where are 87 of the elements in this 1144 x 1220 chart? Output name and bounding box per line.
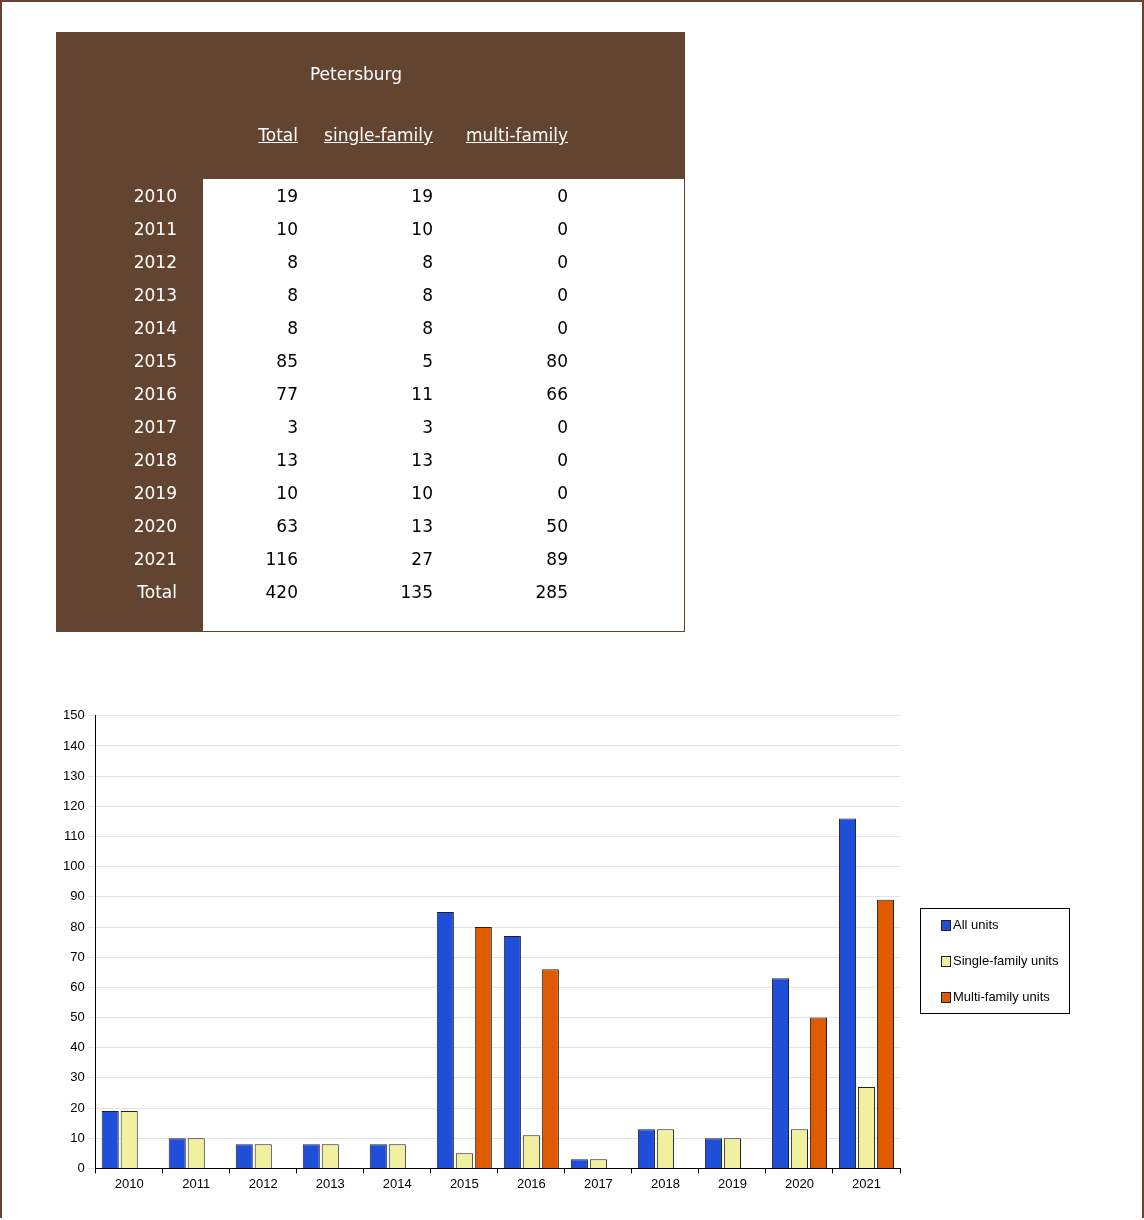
y-tick-label: 110 xyxy=(63,828,85,844)
y-tick-label: 80 xyxy=(70,918,85,934)
y-tick-label: 20 xyxy=(70,1099,85,1115)
y-tick-label: 2021 xyxy=(133,549,177,569)
x-tick-label: Total xyxy=(258,125,298,145)
data-label: 8 xyxy=(287,285,298,305)
data-label: 8 xyxy=(422,318,433,338)
data-label: 10 xyxy=(276,483,298,503)
data-label: 13 xyxy=(411,516,433,536)
x-tick-label: 2014 xyxy=(382,1175,412,1191)
y-tick-label: 90 xyxy=(70,888,85,904)
y-tick-label: 70 xyxy=(70,948,85,964)
data-label: 10 xyxy=(276,219,298,239)
y-tick-label: 2013 xyxy=(133,285,177,305)
y-tick-label: 50 xyxy=(70,1009,85,1025)
y-tick-label: 2011 xyxy=(133,219,177,239)
data-label: 63 xyxy=(276,516,298,536)
data-label: 0 xyxy=(557,450,568,470)
data-label: 27 xyxy=(411,549,433,569)
data-label: 11 xyxy=(411,384,433,404)
y-tick-label: 2017 xyxy=(133,417,177,437)
data-label: 10 xyxy=(411,219,433,239)
y-tick-label: 2010 xyxy=(133,186,177,206)
x-tick-label: 2013 xyxy=(315,1175,345,1191)
data-label: 19 xyxy=(276,186,298,206)
x-tick-label: 2010 xyxy=(114,1175,144,1191)
y-tick-label: 60 xyxy=(70,978,85,994)
y-tick-label: 150 xyxy=(62,707,85,723)
y-tick-label: 2020 xyxy=(133,516,177,536)
data-label: 0 xyxy=(557,219,568,239)
data-label: 135 xyxy=(400,582,433,602)
data-label: 13 xyxy=(276,450,298,470)
data-label: 85 xyxy=(276,351,298,371)
y-tick-label: 2019 xyxy=(133,483,177,503)
x-tick-label: 2021 xyxy=(852,1175,881,1191)
y-tick-label: 40 xyxy=(70,1039,85,1055)
y-tick-label: 2014 xyxy=(133,318,177,338)
data-label: 19 xyxy=(411,186,433,206)
data-label: 0 xyxy=(557,252,568,272)
data-label: 13 xyxy=(411,450,433,470)
data-label: 0 xyxy=(557,285,568,305)
x-tick-label: 2019 xyxy=(717,1175,747,1191)
data-label: 8 xyxy=(422,285,433,305)
y-tick-label: 30 xyxy=(70,1069,85,1085)
data-label: 3 xyxy=(287,417,298,437)
y-tick-label: 0 xyxy=(77,1159,85,1175)
chart-title: Petersburg xyxy=(309,64,403,84)
data-label: 77 xyxy=(276,384,298,404)
data-label: 8 xyxy=(287,318,298,338)
data-label: 420 xyxy=(265,582,298,602)
data-label: 0 xyxy=(557,417,568,437)
x-tick-label: 2017 xyxy=(583,1175,613,1191)
data-label: 8 xyxy=(422,252,433,272)
data-label: 285 xyxy=(535,582,568,602)
y-tick-label: 2012 xyxy=(133,252,177,272)
y-tick-label: 100 xyxy=(62,858,85,874)
data-label: 3 xyxy=(422,417,433,437)
legend-label: All units xyxy=(953,916,1000,934)
y-tick-label: 2015 xyxy=(133,351,177,371)
data-label: 116 xyxy=(265,549,298,569)
data-label: 89 xyxy=(546,549,568,569)
data-label: 5 xyxy=(422,351,433,371)
data-label: 0 xyxy=(557,318,568,338)
y-tick-label: 120 xyxy=(62,797,85,813)
data-label: 0 xyxy=(557,483,568,503)
data-label: 80 xyxy=(546,351,568,371)
x-tick-label: 2012 xyxy=(248,1175,278,1191)
x-tick-label: 2011 xyxy=(182,1175,211,1191)
y-tick-label: 2018 xyxy=(133,450,177,470)
y-tick-label: 2016 xyxy=(133,384,177,404)
y-tick-label: 130 xyxy=(62,767,85,783)
data-label: 10 xyxy=(411,483,433,503)
x-tick-label: single-family xyxy=(324,125,433,145)
data-label: 50 xyxy=(546,516,568,536)
x-tick-label: multi-family xyxy=(465,125,568,145)
x-tick-label: 2016 xyxy=(516,1175,546,1191)
data-label: 66 xyxy=(546,384,568,404)
legend-label: Multi-family units xyxy=(953,988,1051,1006)
data-label: 8 xyxy=(287,252,298,272)
y-tick-label: 10 xyxy=(70,1129,85,1145)
legend-label: Single-family units xyxy=(953,952,1059,970)
data-label: 0 xyxy=(557,186,568,206)
x-tick-label: 2015 xyxy=(449,1175,479,1191)
y-tick-label: 140 xyxy=(62,737,85,753)
x-tick-label: 2020 xyxy=(785,1175,814,1191)
x-tick-label: 2018 xyxy=(650,1175,680,1191)
y-tick-label: Total xyxy=(137,582,177,602)
